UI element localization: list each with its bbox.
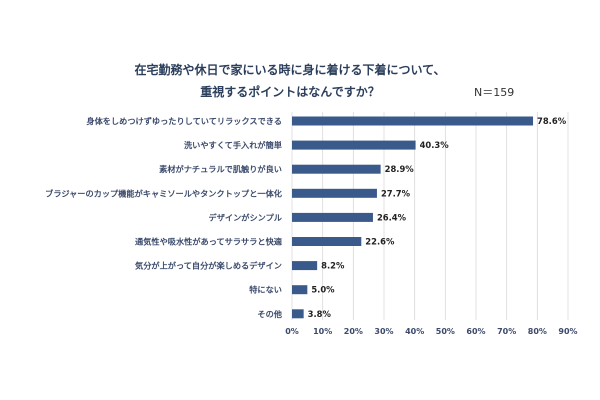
category-label: ブラジャーのカップ機能がキャミソールやタンクトップと一体化 (45, 188, 283, 198)
chart-title-line1: 在宅勤務や休日で家にいる時に身に着ける下着について、 (134, 62, 445, 77)
bar (292, 188, 377, 198)
data-label: 40.3% (420, 140, 450, 150)
x-tick-label: 30% (374, 327, 393, 336)
category-label: 身体をしめつけずゆったりしていてリラックスできる (86, 116, 282, 126)
bar (292, 237, 362, 246)
category-label: デザインがシンプル (209, 212, 283, 222)
bar (292, 164, 381, 174)
category-label: 気分が上がって自分が楽しめるデザイン (135, 261, 282, 271)
category-label: 素材がナチュラルで肌触りが良い (159, 164, 282, 174)
data-label: 3.8% (308, 309, 332, 319)
x-tick-label: 90% (558, 327, 577, 336)
x-tick-label: 20% (344, 327, 363, 336)
data-label: 78.6% (537, 116, 567, 126)
x-tick-label: 10% (313, 327, 332, 336)
x-axis-ticks: 0% 10% 20% 30% 40% 50% 60% 70% 80% 90% (285, 327, 577, 336)
data-label: 27.7% (381, 188, 411, 198)
data-label: 5.0% (311, 285, 335, 295)
x-tick-label: 60% (466, 327, 485, 336)
category-label: 洗いやすくて手入れが簡単 (184, 140, 282, 150)
x-tick-label: 0% (285, 327, 299, 336)
category-label: その他 (257, 309, 282, 319)
category-label: 通気性や吸水性があってサラサラと快適 (135, 237, 283, 247)
bar (292, 212, 373, 222)
category-label: 特にない (249, 285, 282, 295)
bar (292, 140, 416, 150)
x-tick-label: 50% (436, 327, 455, 336)
category-labels: 身体をしめつけずゆったりしていてリラックスできる洗いやすくて手入れが簡単素材がナ… (45, 116, 283, 319)
bar (292, 309, 304, 319)
data-label: 8.2% (321, 261, 345, 271)
data-label: 22.6% (365, 237, 395, 247)
data-label: 28.9% (385, 164, 415, 174)
bar (292, 285, 308, 295)
bar (292, 116, 534, 126)
value-labels: 78.6% 40.3% 28.9% 27.7% 26.4% 22.6% 8.2% 5.0% 3.… (308, 116, 567, 319)
bars (292, 116, 534, 319)
bar (292, 261, 318, 271)
x-tick-label: 70% (497, 327, 516, 336)
sample-size-label: N＝159 (474, 86, 514, 99)
data-label: 26.4% (377, 212, 407, 222)
chart-title-line2: 重視するポイントはなんですか？ (200, 84, 379, 99)
x-tick-label: 80% (528, 327, 547, 336)
x-tick-label: 40% (405, 327, 424, 336)
